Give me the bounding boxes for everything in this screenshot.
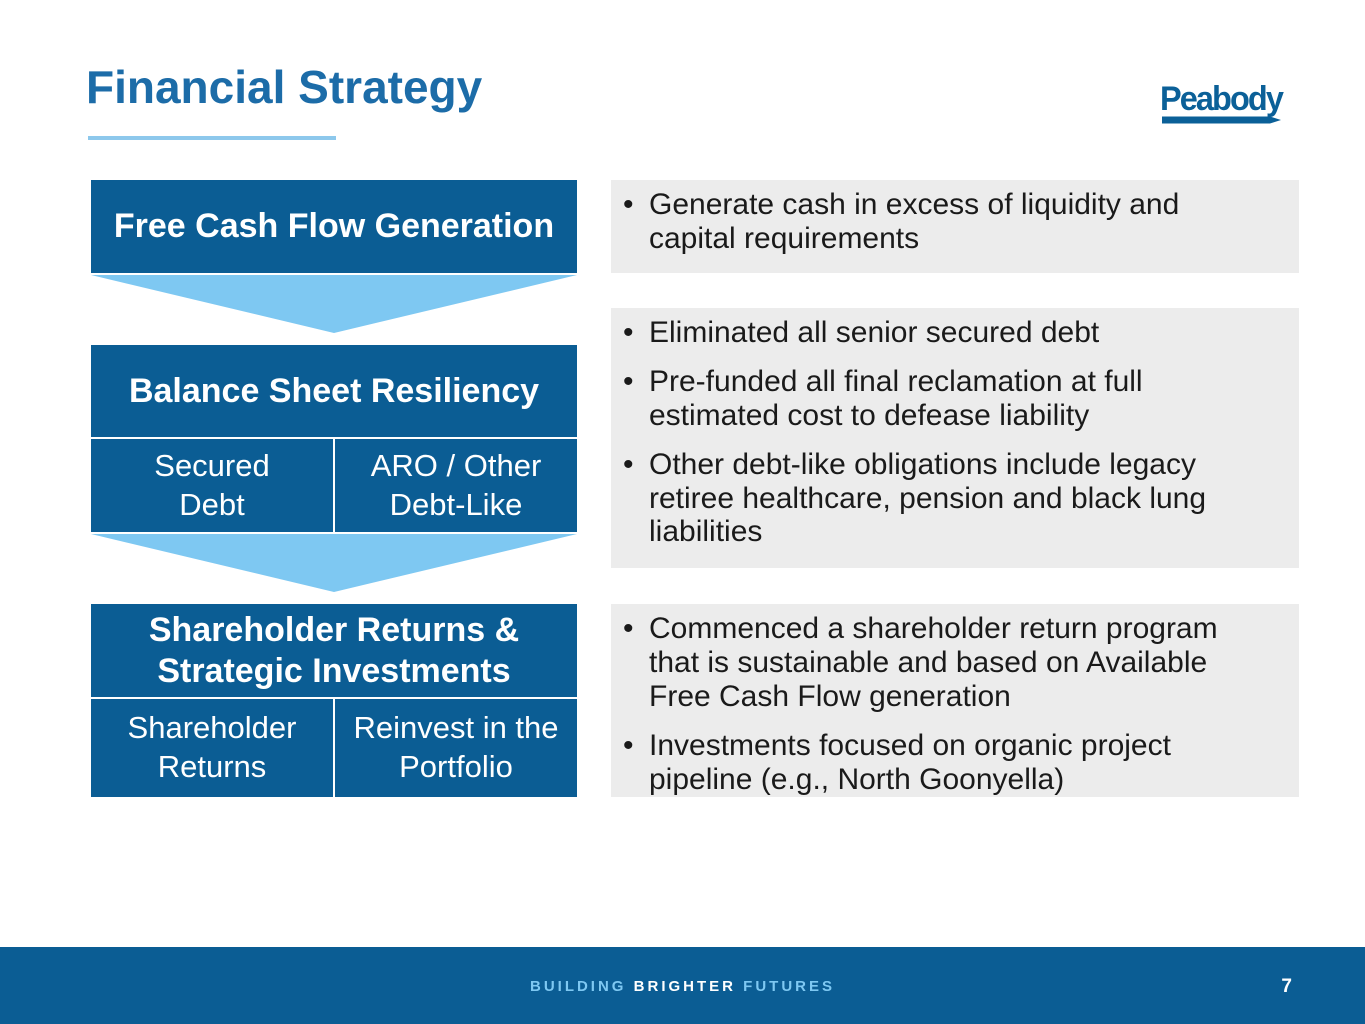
svg-text:Peabody: Peabody <box>1160 80 1284 118</box>
